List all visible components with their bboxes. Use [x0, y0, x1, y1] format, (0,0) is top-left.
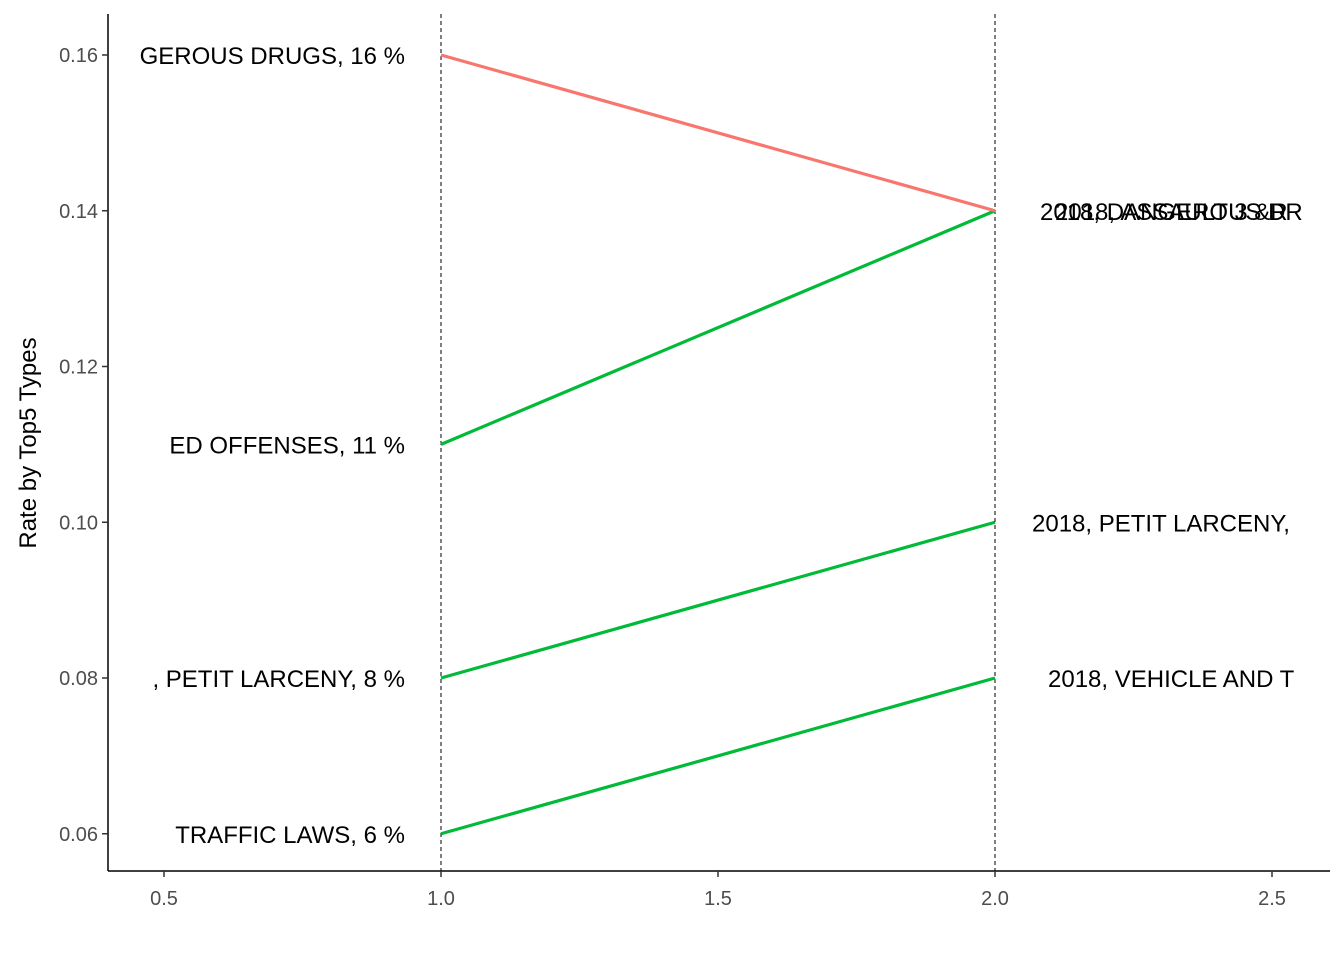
- x-tick-label: 2.5: [1258, 888, 1286, 910]
- series-group: [440, 53, 996, 836]
- axes-group: 0.06 0.08 0.10 0.12 0.14 0.16 0.5 1.0 1.5 2.0 2.5: [59, 14, 1330, 910]
- y-tick-label: 0.08: [59, 668, 98, 690]
- y-tick-label: 0.06: [59, 824, 98, 846]
- left-label-1: GEROUS DRUGS, 16 %: [140, 43, 405, 70]
- series-line-4: [440, 676, 996, 836]
- y-tick-label: 0.14: [59, 201, 98, 223]
- left-label-3: , PETIT LARCENY, 8 %: [152, 666, 405, 693]
- left-label-4: TRAFFIC LAWS, 6 %: [175, 822, 405, 849]
- x-tick-label: 1.5: [704, 888, 732, 910]
- right-label-1: 2018, DANGEROUS DR: [1040, 199, 1303, 226]
- left-label-2: ED OFFENSES, 11 %: [169, 432, 405, 459]
- y-tick-label: 0.10: [59, 512, 98, 534]
- axis-margin: [0, 0, 107, 960]
- y-axis-title: Rate by Top5 Types: [15, 337, 42, 548]
- x-tick-label: 0.5: [150, 888, 178, 910]
- reference-lines: [440, 14, 996, 871]
- right-label-3: 2018, PETIT LARCENY,: [1032, 510, 1290, 537]
- right-label-4: 2018, VEHICLE AND T: [1048, 666, 1295, 693]
- series-line-1: [440, 53, 996, 213]
- y-tick-label: 0.12: [59, 357, 98, 379]
- series-line-3: [440, 520, 996, 680]
- y-tick-label: 0.16: [59, 45, 98, 67]
- x-tick-label: 2.0: [981, 888, 1009, 910]
- series-line-2: [440, 209, 996, 446]
- x-tick-label: 1.0: [427, 888, 455, 910]
- labels-group: GEROUS DRUGS, 16 % ED OFFENSES, 11 % , PET…: [0, 0, 1303, 960]
- right-label-2: 2018, ASSAULT 3 &R: [1055, 199, 1288, 226]
